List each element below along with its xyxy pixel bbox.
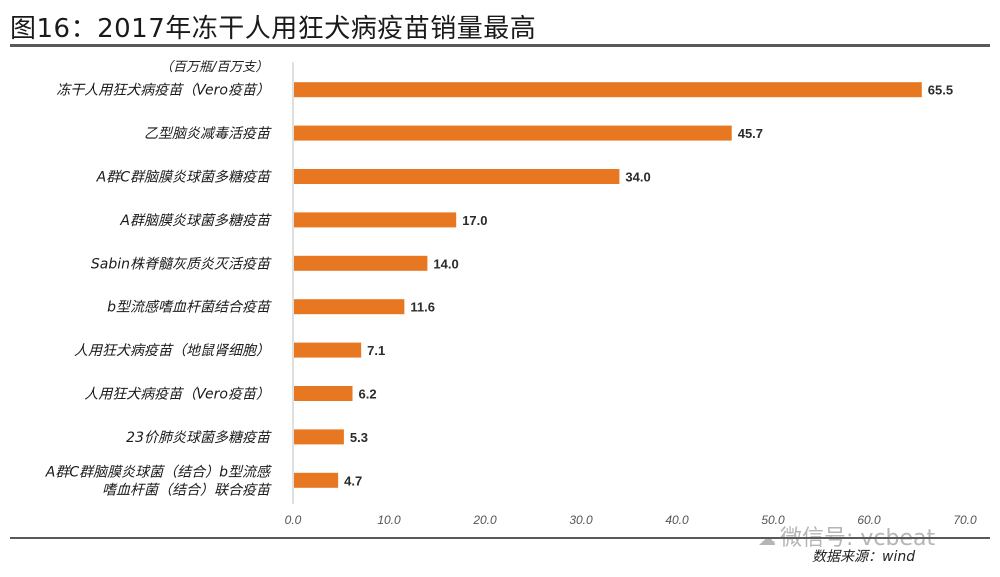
category-label-7: 人用狂犬病疫苗（Vero疫苗）	[84, 387, 270, 403]
value-label-4: 14.0	[433, 256, 458, 271]
x-tick-label-7: 70.0	[953, 513, 977, 527]
value-label-9: 4.7	[344, 473, 362, 488]
bar-9	[294, 472, 339, 488]
value-label-3: 17.0	[462, 213, 487, 228]
value-label-5: 11.6	[410, 300, 435, 315]
x-tick-label-4: 40.0	[665, 513, 689, 527]
x-tick-label-0: 0.0	[285, 513, 302, 527]
bar-0	[294, 82, 922, 98]
wechat-icon: ☁	[758, 529, 776, 550]
category-label-4: Sabin株脊髓灰质炎灭活疫苗	[91, 256, 272, 272]
bar-1	[294, 125, 732, 141]
bar-2	[294, 169, 620, 184]
bar-7	[294, 386, 353, 401]
category-label-6: 人用狂犬病疫苗（地鼠肾细胞）	[74, 343, 270, 359]
category-label-0: 冻干人用狂犬病疫苗（Vero疫苗）	[56, 83, 270, 99]
category-label-9-line-0: A群C群脑膜炎球菌（结合）b型流感	[45, 464, 272, 480]
page-title: 图16：2017年冻干人用狂犬病疫苗销量最高	[10, 14, 537, 44]
title-divider	[10, 44, 990, 47]
value-label-2: 34.0	[625, 170, 650, 185]
unit-label: （百万瓶/百万支）	[160, 60, 269, 75]
footer-divider	[10, 537, 990, 539]
source-note: 数据来源：wind	[812, 549, 916, 565]
category-label-1: 乙型脑炎减毒活疫苗	[144, 126, 272, 142]
category-label-2: A群C群脑膜炎球菌多糖疫苗	[96, 170, 272, 186]
bar-4	[294, 255, 428, 271]
x-tick-label-1: 10.0	[377, 513, 401, 527]
value-label-7: 6.2	[359, 387, 377, 402]
x-tick-label-6: 60.0	[857, 513, 881, 527]
category-label-3: A群脑膜炎球菌多糖疫苗	[119, 213, 272, 229]
value-label-6: 7.1	[367, 343, 385, 358]
value-label-0: 65.5	[928, 83, 953, 98]
value-label-1: 45.7	[738, 126, 763, 141]
bar-5	[294, 299, 405, 315]
bar-6	[294, 342, 362, 358]
x-tick-label-2: 20.0	[472, 513, 497, 527]
bar-3	[294, 212, 457, 228]
category-label-9-line-1: 嗜血杆菌（结合）联合疫苗	[102, 482, 272, 498]
x-tick-label-5: 50.0	[761, 513, 785, 527]
bar-8	[294, 429, 344, 445]
category-label-5: b型流感嗜血杆菌结合疫苗	[107, 300, 272, 316]
x-tick-label-3: 30.0	[569, 513, 593, 527]
value-label-8: 5.3	[350, 430, 368, 445]
category-label-8: 23价肺炎球菌多糖疫苗	[126, 430, 272, 446]
